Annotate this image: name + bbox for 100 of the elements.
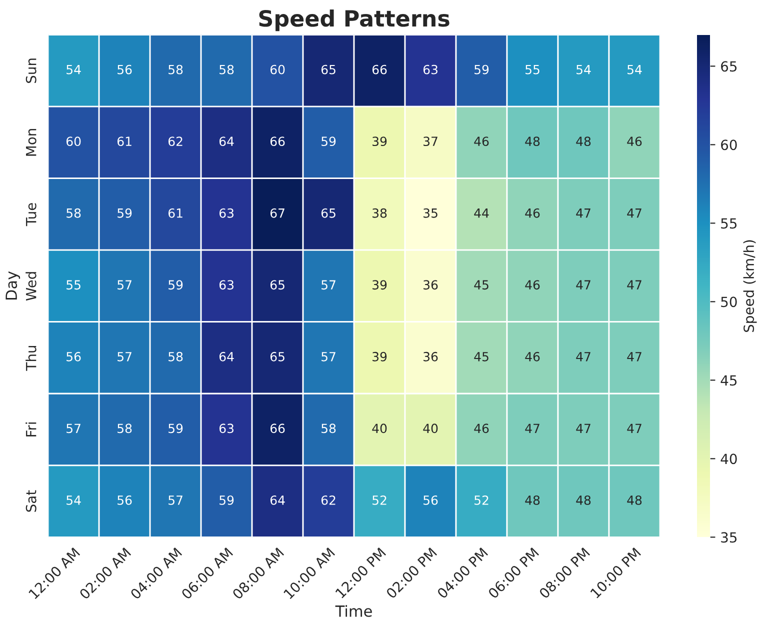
data-label: 37: [424, 136, 438, 146]
data-label: 64: [219, 136, 234, 146]
y-tick-label: Thu: [26, 346, 36, 371]
data-label: 60: [66, 136, 81, 146]
data-label: 39: [372, 352, 387, 362]
data-label: 48: [627, 495, 642, 505]
x-axis-title: Time: [335, 605, 372, 617]
color-bar-label: 55: [721, 218, 737, 229]
color-bar-label: 40: [720, 454, 737, 464]
data-label: 46: [525, 208, 540, 218]
color-bar-label: 60: [721, 140, 737, 150]
data-label: 56: [118, 495, 132, 505]
data-label: 48: [525, 495, 540, 505]
data-label: 59: [474, 64, 489, 74]
data-label: 54: [66, 496, 81, 505]
data-label: 55: [526, 64, 540, 74]
data-label: 57: [118, 280, 132, 290]
data-label: 54: [66, 64, 81, 74]
data-label: 58: [118, 424, 132, 434]
data-label: 64: [270, 495, 285, 505]
data-label: 47: [576, 424, 590, 433]
color-bar-label: 35: [721, 532, 737, 543]
data-label: 67: [270, 208, 284, 218]
data-label: 52: [372, 495, 386, 505]
data-label: 52: [474, 495, 488, 505]
y-tick-label: Sun: [26, 58, 36, 83]
y-tick-label: Wed: [26, 272, 36, 301]
data-label: 66: [270, 136, 285, 146]
data-label: 47: [576, 280, 590, 290]
data-label: 56: [66, 352, 81, 362]
data-label: 47: [627, 280, 642, 290]
data-label: 57: [168, 496, 182, 505]
data-label: 59: [220, 495, 234, 505]
data-label: 40: [423, 424, 438, 434]
data-label: 56: [424, 495, 438, 505]
data-label: 66: [270, 424, 285, 434]
data-label: 47: [576, 208, 590, 218]
data-label: 56: [118, 64, 132, 74]
data-label: 46: [627, 136, 642, 146]
data-label: 57: [118, 352, 132, 362]
data-label: 63: [219, 208, 234, 218]
data-label: 54: [576, 64, 591, 74]
data-label: 47: [525, 424, 540, 433]
data-label: 40: [372, 424, 387, 434]
data-label: 46: [474, 424, 489, 434]
data-label: 45: [474, 280, 488, 290]
data-label: 48: [576, 495, 591, 505]
color-bar-label: 45: [720, 375, 737, 386]
data-label: 57: [66, 424, 80, 434]
data-label: 39: [372, 136, 387, 146]
data-label: 46: [525, 280, 540, 290]
data-label: 46: [525, 352, 540, 362]
data-label: 65: [321, 64, 336, 74]
y-tick-label: Tue: [26, 203, 36, 226]
data-label: 48: [525, 136, 540, 146]
data-label: 59: [322, 136, 336, 146]
data-label: 55: [66, 280, 80, 290]
data-label: 59: [168, 424, 183, 434]
data-label: 65: [321, 208, 336, 218]
data-label: 63: [219, 424, 234, 434]
data-label: 60: [270, 64, 285, 74]
color-bar-label: 65: [721, 61, 737, 72]
data-label: 48: [576, 136, 591, 146]
data-label: 58: [220, 64, 234, 74]
data-label: 62: [321, 495, 336, 505]
data-label: 58: [168, 64, 183, 74]
data-label: 47: [576, 352, 590, 362]
data-label: 57: [322, 352, 336, 362]
data-label: 63: [219, 280, 234, 290]
data-label: 59: [118, 208, 132, 218]
data-label: 36: [424, 280, 438, 290]
data-label: 58: [66, 208, 81, 218]
data-label: 58: [322, 424, 336, 434]
data-label: 62: [168, 136, 182, 146]
data-label: 54: [628, 64, 642, 74]
data-label: 47: [627, 424, 642, 433]
data-label: 57: [322, 280, 336, 290]
y-tick-label: Fri: [26, 422, 36, 436]
data-label: 47: [627, 208, 642, 218]
color-bar-title: Speed (km/h): [743, 240, 757, 332]
data-label: 63: [423, 64, 438, 74]
data-label: 59: [168, 280, 183, 290]
data-label: 66: [372, 64, 387, 74]
chart-title: Speed Patterns: [259, 10, 450, 32]
y-axis-title: Day: [6, 271, 20, 300]
data-label: 58: [168, 352, 183, 362]
data-label: 45: [474, 352, 488, 362]
data-label: 47: [627, 352, 642, 362]
data-label: 35: [424, 208, 438, 218]
data-label: 39: [372, 280, 387, 290]
data-label: 38: [372, 208, 387, 218]
data-label: 36: [424, 352, 438, 362]
y-tick-label: Sat: [26, 490, 36, 512]
data-label: 61: [168, 208, 182, 218]
data-label: 64: [219, 352, 234, 362]
data-label: 44: [474, 208, 489, 218]
color-bar-label: 50: [721, 296, 737, 308]
data-label: 61: [117, 136, 132, 146]
data-label: 65: [270, 352, 284, 362]
y-tick-label: Mon: [26, 128, 36, 156]
